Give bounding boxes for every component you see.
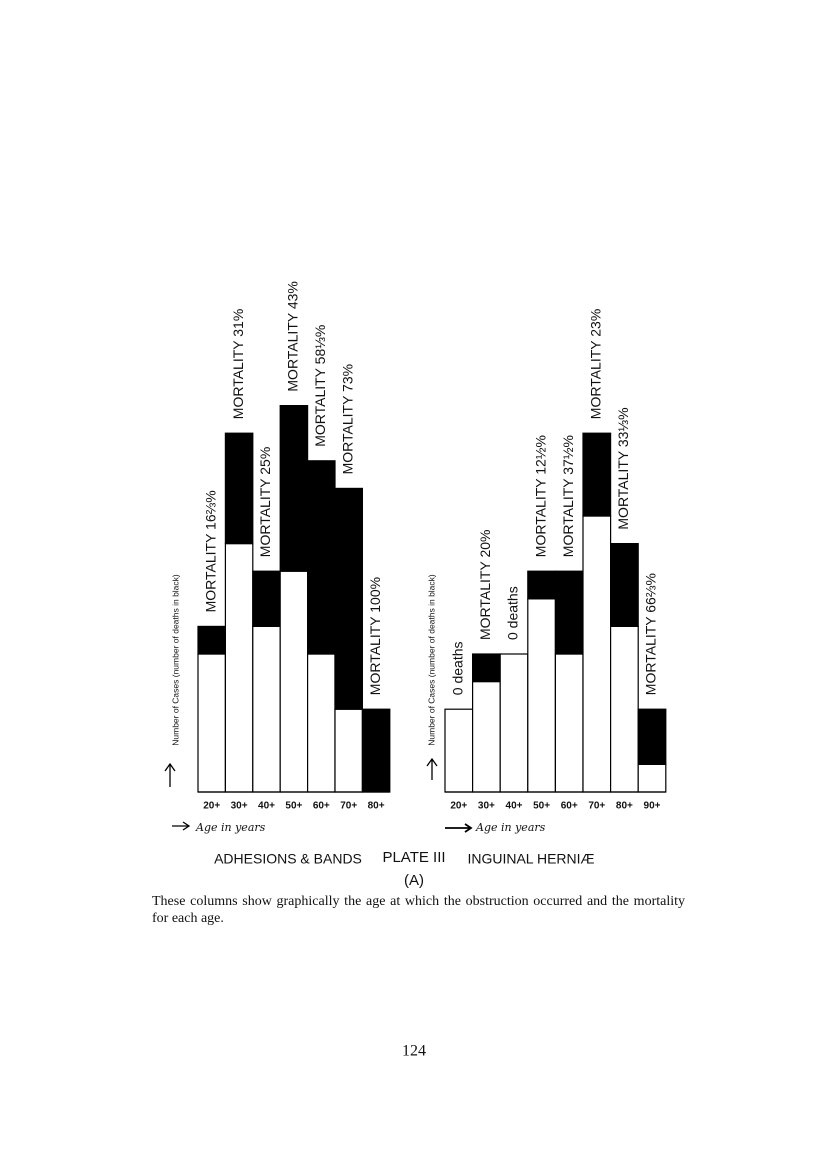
x-tick-label: 40+ [506, 801, 523, 812]
bar-segment [197, 625, 226, 655]
bar-segment [224, 542, 254, 793]
bar-segment [361, 708, 391, 793]
x-arrow [172, 821, 191, 831]
page-number: 124 [402, 1043, 426, 1060]
bar-segment [582, 432, 612, 517]
annotation: MORTALITY 12½% [532, 435, 548, 557]
bar-segment [252, 570, 281, 628]
x-tick-label: 30+ [231, 801, 248, 812]
y-axis-label: Number of Cases (number of deaths in bla… [426, 574, 436, 746]
x-tick-label: 50+ [533, 801, 550, 812]
annotation: MORTALITY 31% [230, 309, 246, 419]
x-tick-label: 40+ [258, 801, 275, 812]
bar-segment [307, 653, 336, 793]
annotation: MORTALITY 33⅓% [615, 407, 631, 529]
bar-segment [554, 653, 584, 793]
annotation: 0 deaths [450, 641, 466, 695]
plate-title: PLATE III [382, 849, 445, 866]
bar-segment [554, 570, 584, 655]
x-tick-label: 60+ [561, 801, 578, 812]
bar-segment [637, 708, 667, 766]
x-axis-label: Age in years [475, 821, 546, 834]
x-tick-label: 20+ [203, 801, 220, 812]
x-tick-label: 60+ [313, 801, 330, 812]
x-arrow [445, 823, 473, 833]
bar-segment [279, 405, 309, 572]
y-arrow [426, 757, 438, 780]
bar-segment [224, 432, 254, 545]
x-tick-label: 70+ [340, 801, 357, 812]
annotation: MORTALITY 23% [588, 309, 604, 419]
caption: These columns show graphically the age a… [152, 894, 685, 926]
bar-segment [609, 625, 639, 793]
annotation: MORTALITY 66⅔% [643, 573, 659, 695]
annotation: MORTALITY 25% [257, 447, 273, 557]
bar-segment [499, 653, 529, 793]
bar-segment [582, 515, 612, 793]
y-arrow [164, 762, 176, 787]
bar-segment [637, 763, 667, 793]
chart-title: INGUINAL HERNIÆ [467, 851, 594, 867]
annotation: MORTALITY 58⅓% [312, 325, 328, 447]
annotation: MORTALITY 43% [285, 281, 301, 391]
y-axis-label: Number of Cases (number of deaths in bla… [170, 574, 180, 746]
bar-segment [444, 708, 474, 793]
bar-segment [527, 570, 556, 600]
chart-title: ADHESIONS & BANDS [214, 851, 362, 867]
x-tick-label: 80+ [368, 801, 385, 812]
annotation: MORTALITY 16⅔% [202, 490, 218, 612]
bar-segment [197, 653, 226, 793]
x-tick-label: 30+ [478, 801, 495, 812]
x-axis-label: Age in years [195, 821, 266, 834]
bar-segment [252, 625, 281, 793]
bar-segment [609, 542, 639, 627]
x-tick-label: 50+ [285, 801, 302, 812]
x-tick-label: 80+ [616, 801, 633, 812]
bar-segment [334, 487, 363, 710]
bar-segment [472, 653, 501, 683]
annotation: 0 deaths [505, 586, 521, 640]
x-tick-label: 20+ [450, 801, 467, 812]
annotation: MORTALITY 100% [367, 577, 383, 695]
x-tick-label: 90+ [644, 801, 661, 812]
bar-segment [472, 680, 501, 793]
annotation: MORTALITY 73% [339, 364, 355, 474]
bar-segment [307, 460, 336, 655]
annotation: MORTALITY 37½% [560, 435, 576, 557]
bar-segment [527, 598, 556, 793]
plate-sub: (A) [404, 872, 424, 889]
bar-segment [334, 708, 363, 793]
x-tick-label: 70+ [588, 801, 605, 812]
bar-segment [279, 570, 309, 793]
annotation: MORTALITY 20% [477, 530, 493, 640]
